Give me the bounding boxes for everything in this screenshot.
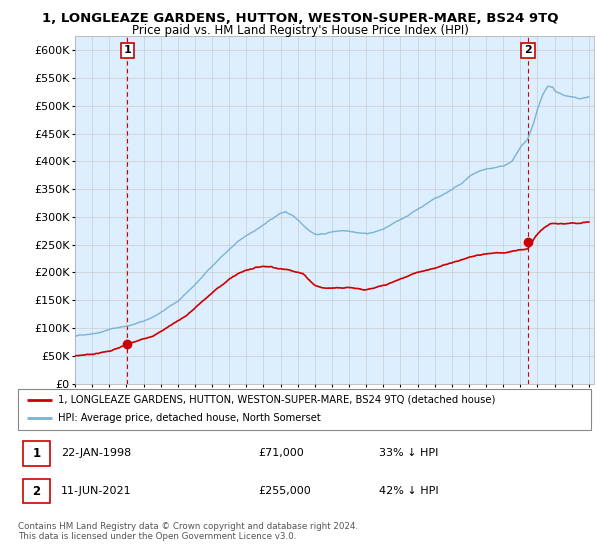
Text: 2: 2	[32, 485, 40, 498]
Text: Contains HM Land Registry data © Crown copyright and database right 2024.
This d: Contains HM Land Registry data © Crown c…	[18, 522, 358, 542]
Text: 1, LONGLEAZE GARDENS, HUTTON, WESTON-SUPER-MARE, BS24 9TQ: 1, LONGLEAZE GARDENS, HUTTON, WESTON-SUP…	[42, 12, 558, 25]
Text: £255,000: £255,000	[259, 486, 311, 496]
FancyBboxPatch shape	[18, 389, 591, 430]
Text: 11-JUN-2021: 11-JUN-2021	[61, 486, 131, 496]
Text: 33% ↓ HPI: 33% ↓ HPI	[379, 449, 439, 459]
Text: 2: 2	[524, 45, 532, 55]
FancyBboxPatch shape	[23, 479, 50, 503]
Text: £71,000: £71,000	[259, 449, 304, 459]
Text: 1: 1	[124, 45, 131, 55]
Text: Price paid vs. HM Land Registry's House Price Index (HPI): Price paid vs. HM Land Registry's House …	[131, 24, 469, 36]
Text: 1, LONGLEAZE GARDENS, HUTTON, WESTON-SUPER-MARE, BS24 9TQ (detached house): 1, LONGLEAZE GARDENS, HUTTON, WESTON-SUP…	[58, 395, 496, 405]
FancyBboxPatch shape	[23, 441, 50, 465]
Text: 22-JAN-1998: 22-JAN-1998	[61, 449, 131, 459]
Text: HPI: Average price, detached house, North Somerset: HPI: Average price, detached house, Nort…	[58, 413, 321, 423]
Text: 42% ↓ HPI: 42% ↓ HPI	[379, 486, 439, 496]
Text: 1: 1	[32, 447, 40, 460]
